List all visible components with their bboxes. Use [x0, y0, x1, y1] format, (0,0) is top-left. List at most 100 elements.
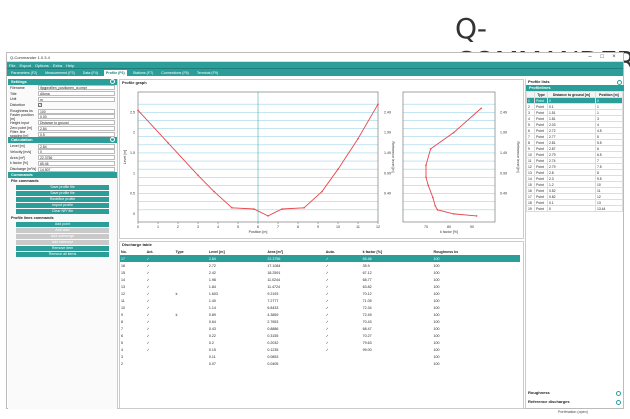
menu-item[interactable]: File: [9, 62, 16, 68]
profile-point: [197, 174, 199, 177]
table-row[interactable]: 7 ✓ 0.43 0.8886 ✓ 68.47 100: [120, 325, 520, 332]
table-cell: [325, 353, 362, 360]
minimize-icon[interactable]: –: [588, 54, 592, 60]
table-cell: 67.12: [362, 270, 372, 275]
tab[interactable]: Measurement (F3): [45, 70, 75, 75]
tab[interactable]: Terminal (F9): [196, 70, 219, 75]
collapse-icon[interactable]: ⌃: [110, 137, 115, 143]
tab[interactable]: Stations (F7): [132, 70, 154, 75]
table-row[interactable]: 4 ✓ 0.15 0.1235 ✓ 99.00 100: [120, 346, 520, 353]
checkbox[interactable]: ✓: [38, 103, 42, 108]
field-input[interactable]: 0: [38, 149, 115, 155]
field-input[interactable]: Distance to ground: [38, 120, 115, 126]
field-input[interactable]: 0.5: [38, 131, 115, 137]
commands-header[interactable]: Commands: [8, 172, 117, 179]
y-tick-label: 2.5: [130, 110, 135, 114]
field-input[interactable]: Altona: [38, 91, 115, 97]
column-header: Level [m]: [208, 249, 225, 254]
command-button[interactable]: Remove all items: [16, 252, 109, 258]
command-button[interactable]: Redefine profile: [16, 197, 109, 203]
menu-item[interactable]: Options: [35, 62, 49, 68]
table-row[interactable]: 9 ✓ k 0.89 4.3859 ✓ 72.49 100: [120, 311, 520, 318]
x-tick-label: 11: [356, 225, 360, 229]
y2-tick-label: 2.49: [384, 110, 391, 114]
menu-item[interactable]: Export: [19, 62, 32, 68]
table-header-row: No. Act. Type Level [m] Area [m²] Auto. k fact…: [120, 248, 520, 255]
setting-row: Level [m] 2.84: [8, 143, 117, 149]
table-row[interactable]: 19 Point 0 13.44: [525, 205, 624, 212]
table-row[interactable]: 15 ✓ 2.42 18.2591 ✓ 67.12 100: [120, 269, 520, 276]
menu-item[interactable]: Help: [66, 62, 75, 68]
table-row[interactable]: 11 ✓ 1.40 7.2777 ✓ 71.05 100: [120, 297, 520, 304]
table-cell: k: [175, 291, 178, 296]
table-cell: 100: [433, 319, 440, 324]
title-bar: Q-Commander 1.0.3.4 – □ ×: [7, 53, 623, 62]
k-factor-point: [425, 164, 427, 166]
command-button[interactable]: Add point: [16, 222, 109, 228]
table-cell: ✓: [146, 298, 150, 303]
table-row[interactable]: 8 ✓ 0.64 2.7653 ✓ 70.43 100: [120, 318, 520, 325]
command-button[interactable]: Import profile: [16, 203, 109, 209]
table-row[interactable]: 9 Point 2.87 6: [525, 145, 624, 152]
table-row[interactable]: 16 ✓ 2.72 17.1084 ✓ 35.9 100: [120, 262, 520, 269]
field-input[interactable]: 22.3756: [38, 155, 115, 161]
profile-lists-header[interactable]: Profile lists: [526, 79, 624, 85]
tab[interactable]: Connections (F8): [161, 70, 189, 75]
table-cell: 19: [525, 205, 536, 212]
settings-header[interactable]: Settings ⌃: [8, 79, 117, 85]
table-cell: 100: [433, 312, 440, 317]
table-row[interactable]: 10 ✓ 1.14 6.8433 ✓ 72.34 100: [120, 304, 520, 311]
table-row[interactable]: 14 ✓ 1.98 11.0244 ✓ 68.77 100: [120, 276, 520, 283]
collapse-icon[interactable]: ⌃: [110, 79, 115, 84]
command-button[interactable]: Save profile file: [16, 185, 109, 191]
table-row[interactable]: 5 ✓ 0.2 0.2032 ✓ 79.63 100: [120, 339, 520, 346]
table-cell: 0.2: [208, 340, 214, 345]
field-input[interactable]: m: [38, 96, 115, 102]
field-label: Title: [10, 91, 17, 96]
column-header: Type: [175, 249, 184, 254]
reference-discharges-header[interactable]: Reference discharges: [526, 399, 623, 405]
y-axis-label: Level [m]: [123, 150, 127, 165]
table-cell: 70.12: [362, 291, 372, 296]
table-row[interactable]: 2 0.07 0.0405 100: [120, 360, 520, 367]
x-tick-label: 0: [137, 225, 139, 229]
close-icon[interactable]: ×: [612, 54, 616, 60]
table-cell: 7.2777: [267, 298, 279, 303]
roughness-header[interactable]: Roughness: [526, 390, 623, 396]
table-cell: 17: [120, 255, 146, 262]
command-button[interactable]: Clear NP/ file: [16, 209, 109, 215]
profilelines-header[interactable]: Profilelines: [526, 85, 624, 91]
field-input[interactable]: 14.907: [38, 166, 115, 172]
maximize-icon[interactable]: □: [600, 54, 604, 60]
table-cell: 70.27: [362, 333, 372, 338]
table-row[interactable]: 6 ✓ 0.22 0.3155 ✓ 70.27 100: [120, 332, 520, 339]
field-input[interactable]: 65.46: [38, 160, 115, 166]
table-row[interactable]: 13 ✓ 1.84 11.4724 ✓ 63.82 100: [120, 283, 520, 290]
field-input[interactable]: 2.84: [38, 143, 115, 149]
table-cell: 65.46: [361, 255, 433, 262]
tab[interactable]: Parameters (F2): [11, 70, 38, 75]
table-cell: ✓: [325, 326, 329, 331]
menu-item[interactable]: Extra: [52, 62, 63, 68]
table-cell: 0.07: [208, 361, 216, 366]
calculation-header[interactable]: Calculation ⌃: [8, 137, 117, 144]
table-cell: 12: [121, 291, 125, 296]
tab[interactable]: Data (F4): [82, 70, 98, 75]
command-button[interactable]: Save profile file: [16, 191, 109, 197]
field-input[interactable]: 2.84: [38, 125, 115, 131]
table-cell: ✓: [325, 298, 329, 303]
command-button[interactable]: Remove item: [16, 246, 109, 252]
table-row[interactable]: 17 ✓ 2.84 22.3756 ✓ 65.46 100: [120, 255, 520, 262]
tab[interactable]: Profile (F6): [103, 69, 127, 76]
table-cell: 2.72: [208, 263, 216, 268]
table-row[interactable]: 3 0.11 0.0853 100: [120, 353, 520, 360]
table-cell: 13: [121, 284, 125, 289]
field-input[interactable]: 0.00: [38, 114, 115, 120]
table-cell: 9: [121, 312, 123, 317]
field-input[interactable]: ifpgprofilen_positionen_ct.cmpr: [38, 85, 115, 91]
table-cell: 63.82: [362, 284, 372, 289]
field-input[interactable]: 100: [38, 108, 115, 114]
table-row[interactable]: 12 ✓ k 1.603 9.2193 ✓ 70.12 100: [120, 290, 520, 297]
table-cell: 0: [546, 205, 596, 212]
